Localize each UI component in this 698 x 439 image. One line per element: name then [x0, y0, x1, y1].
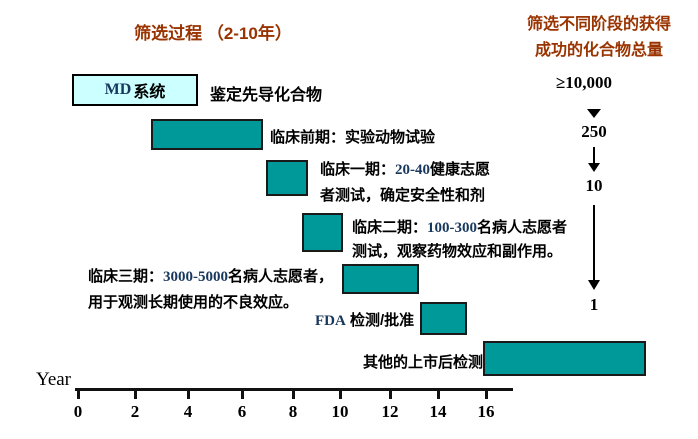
- stage-label-phase3: 临床三期：3000-5000名病人志愿者， 用于观测长期使用的不良效应。: [88, 264, 333, 315]
- axis-tick: [292, 389, 295, 399]
- bar-phase2: [302, 213, 343, 252]
- bar-post-market: [483, 341, 646, 376]
- phase3-line1-pre: 临床三期：: [88, 268, 164, 285]
- arrow-down-icon: [593, 205, 595, 282]
- axis-tick: [241, 389, 244, 399]
- right-title-line2: 成功的化合物总量: [534, 42, 663, 59]
- arrow-down-icon: [593, 147, 595, 164]
- axis-tick: [485, 389, 488, 399]
- stage-label-preclinical: 临床前期：实验动物试验: [270, 129, 436, 146]
- count-after-preclinical: 250: [581, 122, 607, 141]
- axis-tick: [437, 389, 440, 399]
- phase2-line2: 测试，观察药物效应和副作用。: [352, 243, 563, 260]
- axis-tick-label: 2: [130, 402, 140, 421]
- axis-tick: [187, 389, 190, 399]
- phase2-line1-pre: 临床二期：: [352, 219, 428, 236]
- stage-label-phase1: 临床一期：20-40健康志愿 者测试，确定安全性和剂: [320, 157, 490, 208]
- axis-tick-label: 4: [183, 402, 193, 421]
- phase3-line1-post: 名病人志愿者，: [228, 268, 334, 285]
- phase1-line1-pre: 临床一期：: [320, 161, 396, 178]
- md-box-latin: MD: [104, 81, 132, 98]
- bar-fda: [420, 302, 467, 335]
- left-title: 筛选过程 （2-10年）: [134, 24, 292, 43]
- phase1-line2: 者测试，确定安全性和剂: [320, 187, 486, 204]
- right-title-line1: 筛选不同阶段的获得: [526, 16, 671, 33]
- axis-tick-label: 10: [331, 402, 349, 421]
- axis-tick-label: 12: [381, 402, 399, 421]
- bar-phase3: [342, 264, 419, 294]
- count-final: 1: [589, 295, 599, 314]
- phase2-line1-post: 名病人志愿者: [477, 219, 568, 236]
- stage-label-post-market: 其他的上市后检测: [363, 354, 484, 371]
- axis-tick-label: 0: [73, 402, 83, 421]
- bar-phase1: [266, 160, 308, 196]
- phase1-line1-num: 20-40: [395, 162, 431, 178]
- count-after-phase1: 10: [585, 176, 603, 195]
- axis-tick-label: 6: [237, 402, 247, 421]
- md-system-box: MD 系统: [72, 74, 198, 106]
- arrow-down-icon: [588, 163, 600, 172]
- axis-tick-label: 16: [477, 402, 495, 421]
- bar-preclinical: [151, 119, 263, 150]
- axis-tick: [339, 389, 342, 399]
- stage-label-phase2: 临床二期：100-300名病人志愿者 测试，观察药物效应和副作用。: [352, 216, 567, 264]
- count-initial: ≥10,000: [555, 73, 613, 92]
- stage-label-fda: FDA 检测/批准: [315, 309, 414, 330]
- phase3-line1-num: 3000-5000: [163, 269, 229, 285]
- right-title: 筛选不同阶段的获得 成功的化合物总量: [500, 12, 698, 64]
- fda-cjk: 检测/批准: [345, 312, 415, 329]
- axis-tick: [134, 389, 137, 399]
- md-box-cjk: 系统: [133, 84, 166, 101]
- phase1-line1-post: 健康志愿: [430, 161, 491, 178]
- arrow-down-icon: [588, 280, 600, 290]
- axis-tick: [389, 389, 392, 399]
- phase3-line2: 用于观测长期使用的不良效应。: [88, 294, 299, 311]
- axis-title-year: Year: [36, 369, 72, 390]
- axis-tick: [77, 389, 80, 399]
- fda-latin: FDA: [315, 313, 346, 329]
- arrow-down-icon: [587, 109, 601, 118]
- axis-tick-label: 8: [288, 402, 298, 421]
- stage-label-lead-compound: 鉴定先导化合物: [210, 87, 323, 104]
- axis-tick-label: 14: [429, 402, 447, 421]
- phase2-line1-num: 100-300: [427, 220, 478, 236]
